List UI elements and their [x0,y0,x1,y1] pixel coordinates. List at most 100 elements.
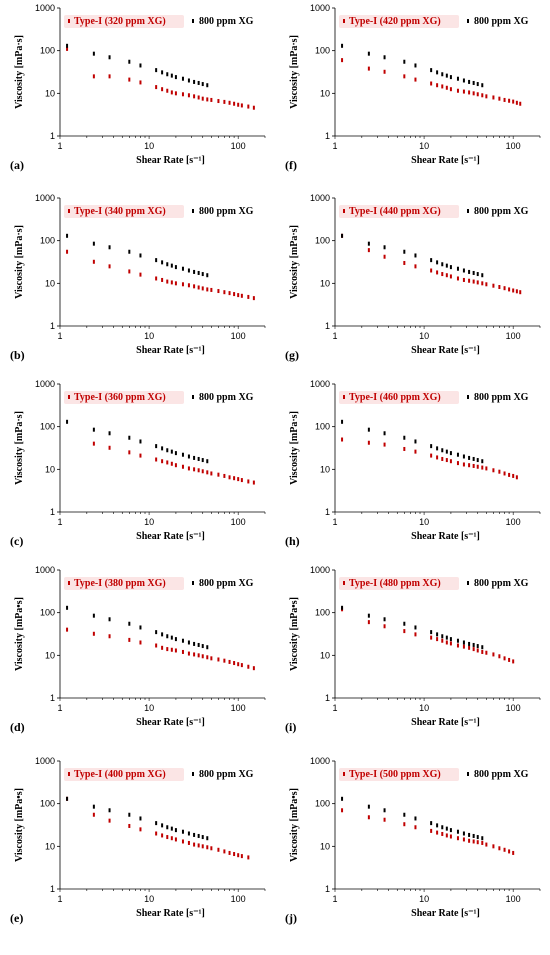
data-point [468,832,471,837]
data-point [193,284,196,289]
data-point [508,657,511,662]
data-point [472,647,475,652]
data-point [383,55,386,60]
legend: Type-I (460 ppm XG) 800 ppm XG [339,391,529,404]
data-point [128,637,131,642]
data-point [436,270,439,275]
data-point [155,821,158,826]
legend-label-800ppm: 800 ppm XG [474,578,529,589]
legend: Type-I (360 ppm XG) 800 ppm XG [64,391,254,404]
y-axis-label: Viscosity [mPa•s] [289,788,300,862]
data-point [449,459,452,464]
y-tick-label: 10 [320,464,330,474]
data-point [485,466,488,471]
x-tick-label: 100 [231,894,246,904]
legend-label-type-i: Type-I (400 ppm XG) [74,769,166,780]
data-point [174,463,177,468]
data-point [206,459,209,464]
data-point [367,440,370,445]
data-point [449,451,452,456]
legend-marker-type-i [343,772,345,776]
data-point [197,843,200,848]
x-tick-label: 1 [57,141,62,151]
data-point [217,289,220,294]
x-tick-label: 1 [57,331,62,341]
y-tick-label: 100 [315,236,330,246]
data-point [108,808,111,813]
data-point [252,105,255,110]
y-tick-label: 1000 [35,379,55,389]
data-point [201,844,204,849]
data-point [108,55,111,60]
data-point [228,291,231,296]
data-point [240,103,243,108]
y-axis-label: Viscosity [mPa·s] [14,225,25,299]
data-point [503,656,506,661]
data-point [383,624,386,629]
data-point [367,51,370,56]
reference-800ppm-series [66,419,209,464]
panel-label: (a) [10,158,24,172]
y-tick-label: 10 [320,841,330,851]
x-axis-label: Shear Rate [s⁻¹] [411,908,480,919]
data-point [441,638,444,643]
y-tick-label: 10 [45,841,55,851]
data-point [128,812,131,817]
data-point [217,657,220,662]
data-point [108,431,111,436]
data-point [472,463,475,468]
panel-label: (e) [10,911,23,925]
data-point [217,847,220,852]
data-point [472,279,475,284]
data-point [193,842,196,847]
data-point [462,89,465,94]
data-point [481,649,484,654]
data-point [206,645,209,650]
y-tick-label: 10 [45,278,55,288]
data-point [166,279,169,284]
data-point [197,456,200,461]
data-point [430,630,433,635]
legend-marker-800ppm [192,209,194,213]
data-point [66,233,69,238]
legend-marker-800ppm [192,19,194,23]
data-point [66,419,69,424]
legend-marker-type-i [343,581,345,585]
data-point [66,605,69,610]
data-point [161,446,164,451]
data-point [462,644,465,649]
data-point [170,263,173,268]
data-point [472,642,475,647]
panel-label: (c) [10,534,23,548]
data-point [512,659,515,664]
x-tick-label: 10 [419,517,429,527]
data-point [181,266,184,271]
data-point [468,463,471,468]
legend-marker-800ppm [192,395,194,399]
data-point [201,272,204,277]
data-point [519,290,522,295]
data-point [181,464,184,469]
data-point [181,92,184,97]
y-tick-label: 100 [315,422,330,432]
y-tick-label: 10 [45,650,55,660]
data-point [436,83,439,88]
data-point [108,617,111,622]
legend-label-type-i: Type-I (360 ppm XG) [74,392,166,403]
data-point [128,621,131,626]
data-point [139,625,142,630]
reference-800ppm-series [66,605,209,650]
data-point [161,260,164,265]
y-tick-label: 100 [315,608,330,618]
data-point [181,282,184,287]
data-point [508,849,511,854]
data-point [468,269,471,274]
y-axis-label: Viscosity [mPa·s] [14,411,25,485]
data-point [174,648,177,653]
x-tick-label: 100 [506,331,521,341]
data-point [155,444,158,449]
data-point [197,285,200,290]
data-point [237,102,240,107]
data-point [66,627,69,632]
data-point [108,634,111,639]
